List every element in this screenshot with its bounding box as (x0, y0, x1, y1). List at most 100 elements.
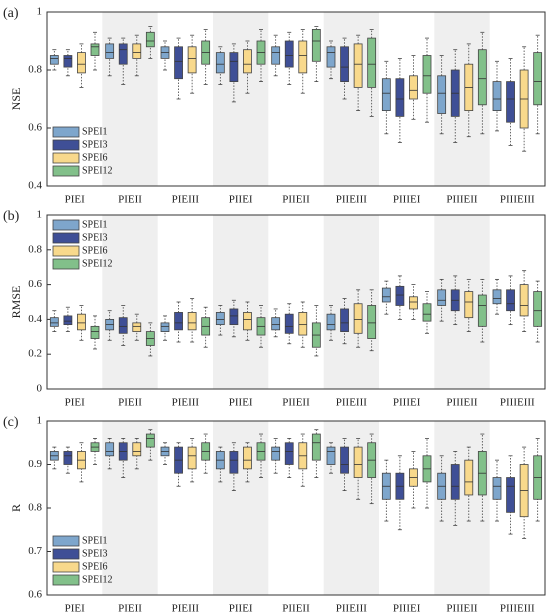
x-tick-label: PIIEIII (336, 397, 367, 409)
box (533, 291, 543, 327)
x-tick-label: PIIIEI (393, 194, 421, 206)
box (243, 49, 252, 74)
box (340, 308, 349, 332)
box (284, 442, 294, 465)
box (63, 451, 73, 465)
y-axis-label: R (9, 504, 23, 512)
box (506, 81, 515, 123)
y-tick-label: 0.4 (28, 313, 42, 325)
box (77, 313, 86, 331)
box (492, 289, 502, 305)
box (477, 49, 487, 106)
box (340, 446, 349, 474)
box (215, 52, 225, 74)
box (132, 442, 142, 457)
box (326, 446, 336, 465)
legend-label: SPEI1 (82, 219, 108, 230)
box (132, 322, 142, 332)
box (229, 451, 239, 474)
x-tick-label: PIIEII (282, 397, 310, 409)
box (118, 43, 128, 65)
x-tick-label: PIIEIII (336, 194, 367, 206)
x-tick-label: PIIIEII (446, 397, 477, 409)
box (367, 305, 377, 339)
x-tick-label: PIIEI (229, 603, 253, 614)
x-tick-label: PIIEI (229, 397, 253, 409)
box (77, 52, 86, 74)
box (243, 312, 252, 331)
legend-swatch (52, 139, 80, 151)
plot-frame (46, 214, 546, 390)
box (49, 317, 59, 327)
legend-swatch (52, 548, 80, 560)
legend-swatch (52, 535, 80, 547)
box (326, 313, 336, 331)
panel-label: (b) (3, 209, 20, 224)
box (422, 55, 432, 94)
legend-swatch (52, 152, 80, 164)
x-tick-label: PIEI (65, 397, 86, 409)
box (105, 43, 115, 59)
legend-label: SPEI6 (82, 245, 108, 256)
legend-label: SPEI12 (82, 574, 113, 585)
x-tick-label: PIEI (65, 603, 86, 614)
legend-swatch (52, 258, 80, 270)
box (90, 43, 100, 56)
y-tick-label: 0.8 (28, 64, 42, 76)
y-tick-label: 1 (37, 6, 43, 18)
box (353, 43, 363, 88)
box (132, 43, 142, 59)
box (298, 312, 308, 336)
legend-swatch (52, 561, 80, 573)
x-tick-label: PIIIEI (393, 397, 421, 409)
box (340, 46, 349, 82)
y-tick-label: 1 (37, 209, 43, 221)
y-axis-label: RMSE (9, 286, 23, 319)
box (311, 433, 321, 461)
y-tick-label: 1 (37, 415, 43, 427)
box (229, 52, 239, 82)
box (395, 285, 405, 306)
x-tick-label: PIIEII (282, 194, 310, 206)
panel-label: (c) (3, 415, 19, 430)
y-tick-label: 0.7 (28, 545, 42, 557)
x-tick-label: PIIIEII (446, 603, 477, 614)
box (243, 446, 252, 470)
box (464, 459, 474, 496)
box (187, 46, 197, 74)
y-tick-label: 0 (37, 383, 43, 395)
panel-label: (a) (3, 6, 19, 21)
legend-label: SPEI6 (82, 152, 108, 163)
x-tick-label: PIIIEIII (500, 194, 535, 206)
box (118, 317, 128, 334)
legend-label: SPEI12 (82, 165, 113, 176)
box (437, 289, 447, 306)
box (229, 308, 239, 326)
y-tick-label: 0.6 (28, 589, 42, 601)
y-tick-label: 0.6 (28, 278, 42, 290)
shaded-band (434, 421, 490, 595)
shaded-band (102, 215, 158, 389)
box (353, 446, 363, 478)
box (477, 294, 487, 327)
legend-swatch (52, 219, 80, 231)
x-tick-label: PIIIEIII (500, 603, 535, 614)
y-tick-label: 0.8 (28, 502, 42, 514)
box (353, 303, 363, 334)
box (187, 446, 197, 470)
box (160, 322, 170, 332)
y-tick-label: 0.4 (28, 180, 42, 192)
x-tick-label: PIIIEIII (500, 397, 535, 409)
box (215, 312, 225, 326)
x-tick-label: PIEII (118, 603, 142, 614)
box (422, 303, 432, 322)
box (492, 477, 502, 500)
y-axis-label: NSE (9, 88, 23, 111)
box (49, 55, 59, 65)
box (174, 46, 183, 80)
box (311, 28, 321, 62)
box (409, 75, 418, 100)
legend-label: SPEI1 (82, 126, 108, 137)
legend-label: SPEI3 (82, 232, 108, 243)
